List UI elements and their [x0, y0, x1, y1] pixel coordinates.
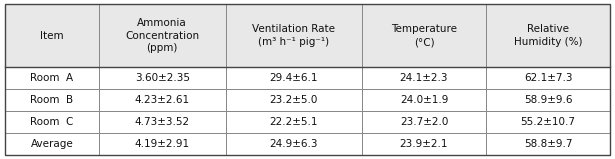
- Text: 29.4±6.1: 29.4±6.1: [269, 73, 318, 83]
- Text: 24.1±2.3: 24.1±2.3: [400, 73, 448, 83]
- Text: 4.19±2.91: 4.19±2.91: [135, 139, 190, 149]
- Text: 62.1±7.3: 62.1±7.3: [524, 73, 573, 83]
- Text: 4.73±3.52: 4.73±3.52: [135, 117, 190, 127]
- Text: Room  A: Room A: [30, 73, 73, 83]
- Text: 23.9±2.1: 23.9±2.1: [400, 139, 448, 149]
- Text: 24.9±6.3: 24.9±6.3: [269, 139, 318, 149]
- Text: Temperature
(°C): Temperature (°C): [391, 24, 457, 47]
- Text: Item: Item: [40, 31, 63, 41]
- Text: 24.0±1.9: 24.0±1.9: [400, 95, 448, 105]
- Text: 3.60±2.35: 3.60±2.35: [135, 73, 190, 83]
- Text: 23.2±5.0: 23.2±5.0: [270, 95, 318, 105]
- Text: Ventilation Rate
(m³ h⁻¹ pig⁻¹): Ventilation Rate (m³ h⁻¹ pig⁻¹): [252, 24, 335, 47]
- Text: Average: Average: [31, 139, 73, 149]
- Text: 55.2±10.7: 55.2±10.7: [520, 117, 576, 127]
- Text: 58.9±9.6: 58.9±9.6: [524, 95, 573, 105]
- Text: 4.23±2.61: 4.23±2.61: [135, 95, 190, 105]
- Text: Relative
Humidity (%): Relative Humidity (%): [514, 24, 582, 47]
- Text: 22.2±5.1: 22.2±5.1: [269, 117, 318, 127]
- Text: 23.7±2.0: 23.7±2.0: [400, 117, 448, 127]
- Text: 58.8±9.7: 58.8±9.7: [524, 139, 573, 149]
- Text: Ammonia
Concentration
(ppm): Ammonia Concentration (ppm): [125, 18, 199, 53]
- Text: Room  B: Room B: [30, 95, 73, 105]
- Text: Room  C: Room C: [30, 117, 74, 127]
